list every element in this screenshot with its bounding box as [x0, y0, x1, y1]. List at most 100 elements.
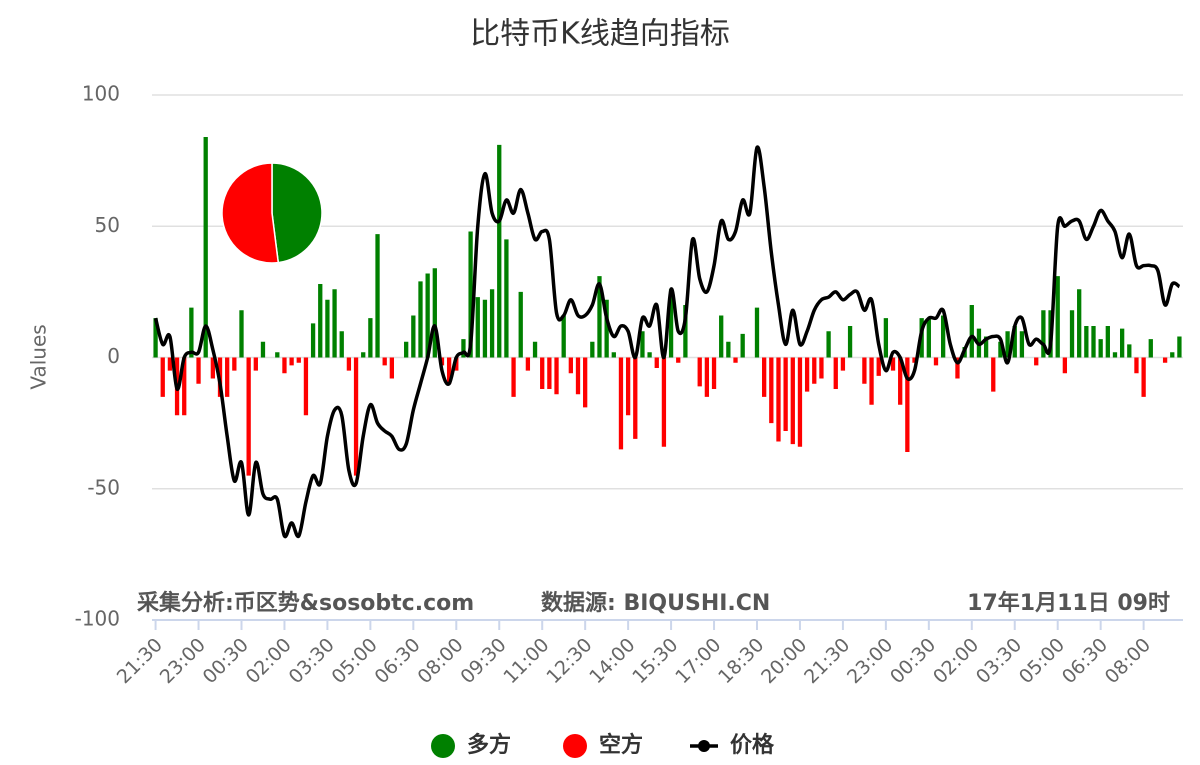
legend-label: 多方: [467, 732, 511, 758]
bar: [783, 357, 788, 431]
bar: [797, 357, 803, 447]
bar: [325, 299, 330, 358]
x-tick-label: 00:30: [199, 634, 253, 688]
bar: [339, 331, 344, 358]
bar: [905, 357, 910, 452]
y-tick-label: -100: [75, 607, 120, 631]
bar: [826, 331, 831, 358]
annotation: 17年1月11日 09时: [967, 590, 1170, 616]
bar: [1170, 352, 1175, 358]
x-tick-label: 11:00: [499, 634, 553, 688]
x-tick-label: 03:30: [285, 634, 339, 688]
bar: [432, 268, 437, 358]
bar: [511, 357, 516, 397]
bar: [1077, 289, 1082, 358]
bar: [898, 357, 903, 405]
bar: [676, 357, 681, 363]
legend-marker: [698, 740, 710, 752]
bar: [991, 357, 996, 392]
bar: [683, 305, 688, 358]
bar: [260, 341, 266, 358]
bar: [475, 297, 480, 358]
legend-label: 空方: [599, 732, 643, 758]
bar: [1034, 357, 1039, 366]
bar: [1055, 276, 1060, 358]
x-tick-label: 12:30: [542, 634, 596, 688]
bar: [575, 357, 581, 395]
bar: [733, 357, 738, 363]
bar: [1062, 357, 1068, 374]
bar: [289, 357, 294, 366]
bar: [497, 144, 502, 358]
bar: [1177, 336, 1182, 358]
bar: [604, 299, 609, 358]
x-tick-label: 09:30: [456, 634, 510, 688]
bar: [1041, 310, 1046, 358]
bar: [382, 357, 387, 366]
bar: [411, 315, 416, 358]
bar: [654, 357, 659, 368]
bar: [203, 137, 208, 358]
bar: [346, 357, 352, 371]
bar: [389, 357, 394, 379]
bar: [740, 333, 745, 358]
chart-title: 比特币K线趋向指标: [470, 17, 730, 52]
bar: [819, 357, 824, 379]
bar: [1134, 357, 1139, 374]
bar: [1162, 357, 1168, 363]
bar: [1148, 339, 1153, 358]
bar: [926, 318, 931, 358]
legend-marker: [431, 734, 455, 758]
bar: [361, 352, 366, 358]
bar: [583, 357, 588, 408]
x-tick-label: 23:00: [156, 634, 210, 688]
x-tick-label: 23:00: [843, 634, 897, 688]
x-tick-label: 08:00: [1101, 634, 1155, 688]
bar: [812, 357, 817, 384]
x-tick-label: 21:30: [113, 634, 167, 688]
bar: [1019, 331, 1025, 358]
x-tick-label: 00:30: [886, 634, 940, 688]
bar: [668, 289, 674, 358]
bar: [1091, 326, 1096, 358]
bar: [776, 357, 781, 442]
bar: [661, 357, 667, 447]
bar: [461, 339, 466, 358]
bar: [869, 357, 874, 405]
bar: [1005, 331, 1010, 358]
bar: [446, 357, 452, 384]
bar: [532, 341, 538, 358]
bar: [404, 341, 409, 358]
y-tick-label: 0: [107, 344, 120, 368]
x-tick-label: 17:00: [671, 634, 725, 688]
bar: [912, 357, 917, 363]
bar: [482, 299, 488, 358]
bar: [833, 357, 838, 389]
bar: [711, 357, 717, 389]
bar: [1098, 339, 1103, 358]
bar: [182, 357, 187, 416]
bar: [518, 291, 523, 358]
bar: [719, 315, 724, 358]
bar: [504, 239, 509, 358]
bar: [454, 357, 459, 371]
x-tick-label: 02:00: [242, 634, 296, 688]
bar: [275, 352, 280, 358]
x-tick-label: 05:00: [328, 634, 382, 688]
bar: [876, 357, 881, 376]
bar: [590, 341, 595, 358]
bar: [597, 276, 602, 358]
bar: [955, 357, 960, 379]
bar: [167, 357, 173, 371]
bar: [418, 281, 423, 358]
bar: [983, 336, 989, 358]
bar: [547, 357, 552, 389]
bar: [998, 341, 1003, 358]
bar: [762, 357, 767, 397]
bar: [625, 357, 631, 416]
bar: [969, 305, 974, 358]
bar: [232, 357, 237, 371]
bar: [210, 357, 216, 379]
bar: [1069, 310, 1075, 358]
